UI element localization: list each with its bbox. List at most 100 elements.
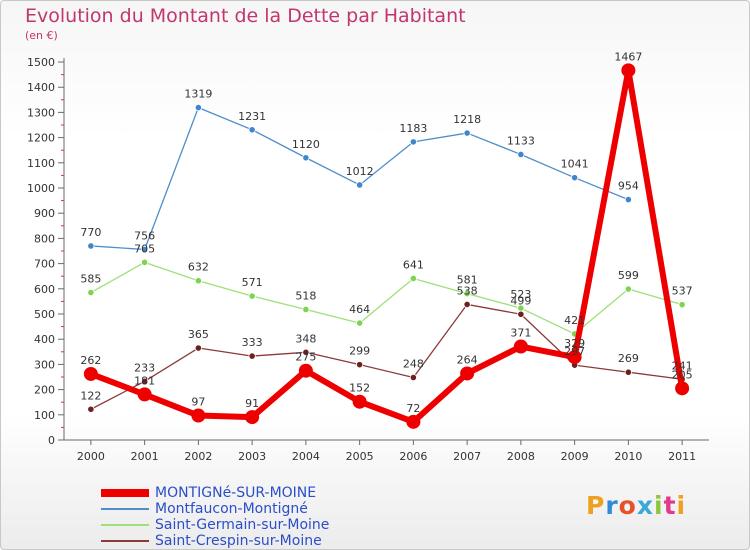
data-label: 1218 [453, 113, 481, 126]
data-label: 299 [349, 345, 370, 358]
y-tick-label: 500 [34, 308, 55, 321]
data-point-montign-sur-moine [513, 339, 528, 354]
x-tick-label: 2010 [614, 450, 642, 463]
data-label: 91 [245, 397, 259, 410]
x-tick-label: 2002 [184, 450, 212, 463]
chart-unit-label: (en €) [25, 29, 58, 42]
x-tick-label: 2011 [668, 450, 696, 463]
data-label: 421 [564, 314, 585, 327]
data-point-montfaucon-montign [356, 181, 364, 189]
data-point-saint-crespin-sur-moine [517, 310, 525, 318]
y-tick-label: 1400 [27, 81, 55, 94]
y-tick-label: 100 [34, 409, 55, 422]
data-point-saint-germain-sur-moine [678, 301, 686, 309]
data-point-saint-germain-sur-moine [141, 258, 149, 266]
data-label: 152 [349, 382, 370, 395]
data-label: 371 [510, 327, 531, 340]
x-tick-label: 2000 [77, 450, 105, 463]
x-tick-label: 2009 [561, 450, 589, 463]
legend-label: Saint-Germain-sur-Moine [155, 517, 330, 533]
data-point-montfaucon-montign [141, 245, 149, 254]
y-tick-label: 700 [34, 258, 55, 271]
proxiti-logo: Proxiti [586, 491, 686, 520]
chart-title: Evolution du Montant de la Dette par Hab… [25, 5, 466, 27]
legend-label: Saint-Crespin-sur-Moine [155, 533, 322, 549]
data-point-saint-germain-sur-moine [356, 319, 364, 327]
data-label: 499 [510, 294, 531, 307]
x-tick-label: 2004 [292, 450, 320, 463]
data-point-montign-sur-moine [83, 366, 98, 381]
data-label: 518 [295, 289, 316, 302]
data-label: 329 [564, 337, 585, 350]
x-tick-label: 2005 [346, 450, 374, 463]
data-point-montfaucon-montign [87, 242, 95, 250]
data-label: 756 [134, 229, 155, 242]
data-point-saint-germain-sur-moine [463, 289, 471, 298]
legend-label: Montfaucon-Montigné [155, 501, 308, 517]
logo-letter: i [676, 491, 687, 520]
data-label: 241 [672, 359, 693, 372]
data-label: 72 [406, 402, 420, 415]
data-label: 641 [403, 258, 424, 271]
legend-swatch [101, 540, 149, 542]
data-point-montign-sur-moine [352, 394, 367, 409]
data-label: 1183 [399, 122, 427, 135]
data-label: 632 [188, 261, 209, 274]
logo-letter: P [586, 491, 606, 520]
x-tick-label: 2006 [399, 450, 427, 463]
x-tick-label: 2001 [131, 450, 159, 463]
data-label: 571 [242, 276, 263, 289]
y-tick-label: 300 [34, 358, 55, 371]
data-point-montfaucon-montign [517, 150, 525, 159]
x-tick-label: 2003 [238, 450, 266, 463]
data-point-saint-crespin-sur-moine [463, 300, 471, 309]
data-label: 1231 [238, 110, 266, 123]
data-label: 122 [80, 389, 101, 402]
legend-label: MONTIGNé-SUR-MOINE [155, 485, 317, 501]
logo-letter: t [663, 491, 677, 520]
data-point-saint-crespin-sur-moine [141, 377, 149, 385]
data-label: 581 [457, 274, 478, 287]
data-label: 705 [134, 242, 155, 255]
y-tick-label: 1100 [27, 157, 55, 170]
y-tick-label: 800 [34, 232, 55, 245]
data-point-saint-germain-sur-moine [194, 277, 202, 285]
data-label: 1012 [346, 165, 374, 178]
data-point-montign-sur-moine [567, 350, 582, 365]
legend-swatch [101, 524, 149, 526]
data-point-saint-germain-sur-moine [409, 274, 417, 283]
data-point-saint-crespin-sur-moine [87, 405, 95, 413]
data-label: 248 [403, 358, 424, 371]
data-point-saint-crespin-sur-moine [248, 352, 256, 360]
data-point-saint-crespin-sur-moine [409, 373, 417, 382]
data-label: 181 [134, 374, 155, 387]
y-tick-label: 900 [34, 207, 55, 220]
data-label: 297 [564, 345, 585, 358]
y-tick-label: 600 [34, 283, 55, 296]
data-label: 262 [80, 354, 101, 367]
logo-letter: x [636, 491, 654, 520]
data-label: 233 [134, 361, 155, 374]
data-label: 348 [295, 332, 316, 345]
x-tick-label: 2008 [507, 450, 535, 463]
data-point-montfaucon-montign [409, 138, 417, 146]
series-line-saint-crespin-sur-moine [90, 303, 683, 410]
data-label: 205 [672, 368, 693, 381]
data-label: 537 [672, 285, 693, 298]
y-tick-label: 1200 [27, 132, 55, 145]
series-line-montign-sur-moine [89, 67, 686, 425]
data-point-saint-germain-sur-moine [248, 292, 256, 300]
data-point-saint-germain-sur-moine [302, 305, 310, 314]
data-label: 1133 [507, 134, 535, 147]
data-point-saint-crespin-sur-moine [356, 361, 364, 369]
data-label: 264 [457, 353, 478, 366]
y-tick-label: 400 [34, 333, 55, 346]
y-tick-label: 200 [34, 384, 55, 397]
data-point-montign-sur-moine [621, 63, 636, 78]
data-point-montfaucon-montign [302, 154, 310, 162]
data-label: 1120 [292, 138, 320, 151]
data-label: 1319 [184, 88, 212, 101]
data-point-montign-sur-moine [137, 387, 152, 402]
data-label: 275 [295, 351, 316, 364]
